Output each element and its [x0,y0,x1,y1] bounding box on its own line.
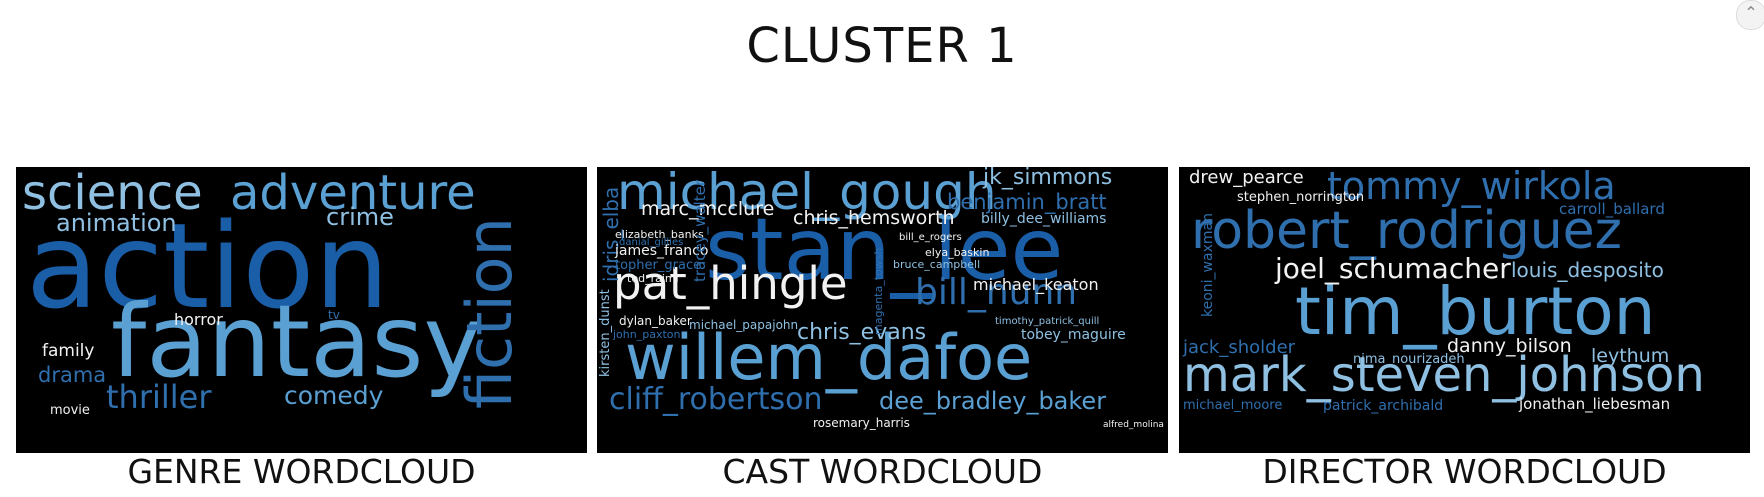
cast-word: chris_hemsworth [793,207,955,229]
cast-word: bill_e_rogers [899,232,962,243]
director-word: carroll_ballard [1559,200,1665,218]
cast-word: danial_gillies [619,237,684,248]
director-word: tommy_wirkola [1327,167,1616,208]
cast-word: michael_gough [617,167,997,221]
cast-word: rosemary_harris [813,416,910,430]
cast-word: tracey_walter [691,180,709,282]
director-word: tim_burton [1295,273,1656,350]
director-word: stephen_norrington [1237,190,1365,205]
cast-word: pat_hingle [613,257,848,310]
cast-wordcloud: stan_lee willem_dafoe michael_gough pat_hin… [597,167,1168,453]
cast-word: michael_keaton [973,275,1099,294]
director-word: drew_pearce [1189,167,1304,188]
genre-word: fiction [453,217,526,409]
cast-word: marc_mcclure [641,198,775,220]
genre-word: fantasy [111,283,483,400]
genre-caption: GENRE WORDCLOUD [127,452,476,491]
genre-word: tv [328,308,340,322]
cast-word: bruce_campbell [893,258,981,271]
cast-word: timothy_patrick_quill [995,316,1100,327]
cast-word: billy_dee_williams [981,211,1107,227]
cast-word: cliff_robertson [609,382,823,417]
cast-word: dylan_baker [619,314,692,328]
page-title: CLUSTER 1 [746,18,1018,74]
director-word: louis_desposito [1511,258,1664,282]
cast-word: stan_lee [705,200,1064,300]
collapse-icon[interactable]: ⌃ [1736,0,1764,30]
director-word: mark_steven_johnson [1183,347,1705,403]
genre-word: action [26,197,390,335]
cast-word: elya_baskin [925,246,990,259]
director-word: jonathan_liebesman [1519,395,1671,413]
cast-word: ted_raimi [627,272,679,285]
genre-word: horror [174,310,223,329]
director-wordcloud: tim_burton mark_steven_johnson robert_rodr… [1179,167,1750,453]
cast-word: michael_papajohn [689,318,799,332]
genre-word: movie [50,403,90,418]
genre-word: thriller [106,378,212,416]
director-word: joel_schumacher [1275,252,1511,285]
cast-word: topher_grace [615,258,702,273]
cast-word: james_franco [615,243,709,259]
cast-word: jk_simmons [983,167,1113,190]
director-word: danny_bilson [1447,335,1572,357]
genre-word: animation [56,209,177,237]
cast-word: bill_nunn [915,272,1078,313]
director-word: jack_sholder [1183,337,1296,358]
cast-word: benjamin_bratt [947,190,1107,214]
cast-word: willem_dafoe [625,321,1033,394]
director-word: robert_rodriguez [1191,201,1622,261]
director-word: leythum [1591,345,1670,367]
genre-word: family [42,341,95,361]
director-word: patrick_archibald [1323,398,1444,414]
director-caption: DIRECTOR WORDCLOUD [1262,452,1667,491]
cast-word: elizabeth_banks [615,228,704,241]
director-word: keoni_waxman [1200,213,1216,317]
genre-word: crime [326,203,394,231]
cast-word: john_paxton [613,328,681,341]
genre-word: science [22,167,203,221]
cast-word: chris_evans [797,320,927,345]
genre-word: drama [38,363,107,387]
cast-word: tobey_maguire [1021,327,1126,343]
cast-word: dee_bradley_baker [879,387,1107,415]
genre-wordcloud: action fantasy science adventure fiction anim… [16,167,587,453]
director-word: michael_moore [1183,398,1283,413]
cast-caption: CAST WORDCLOUD [722,452,1043,491]
director-word: nima_nourizadeh [1353,352,1465,367]
cast-word: alfred_molina [1103,420,1164,430]
genre-word: adventure [230,167,476,221]
genre-word: comedy [284,381,384,410]
cast-word: magenta_towsh [872,247,885,335]
cast-word: kirsten_dunst [598,289,613,377]
